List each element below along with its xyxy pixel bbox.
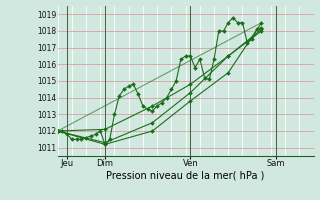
X-axis label: Pression niveau de la mer( hPa ): Pression niveau de la mer( hPa ) [107, 171, 265, 181]
